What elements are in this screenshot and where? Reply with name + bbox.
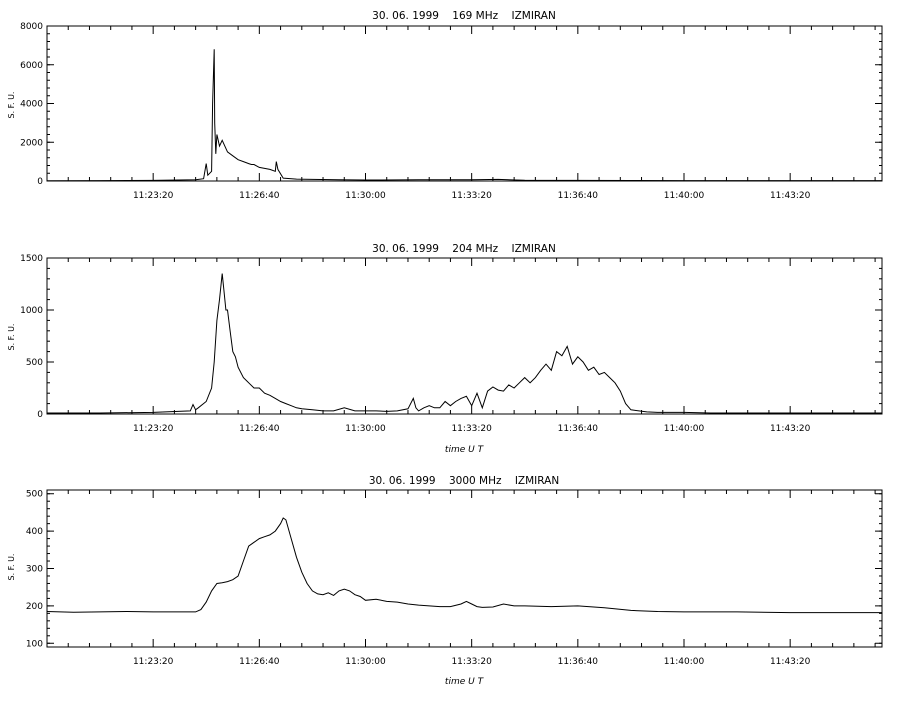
x-tick-label: 11:26:40 xyxy=(239,191,280,201)
y-tick-label: 1000 xyxy=(20,306,43,316)
x-tick-label: 11:33:20 xyxy=(451,657,492,667)
axis-marks-204mhz: 0 500 1000 1500 11:23:20 11:26:40 11:30:00 11:3… xyxy=(20,254,882,434)
series-line-204mhz xyxy=(47,273,882,414)
y-tick-label: 500 xyxy=(26,358,43,368)
x-tick-label: 11:43:20 xyxy=(770,657,811,667)
y-tick-label: 2000 xyxy=(20,138,43,148)
series-line-3000mhz xyxy=(46,517,882,614)
panel-204mhz: 30. 06. 1999 204 MHz IZMIRAN S. F. U. ti… xyxy=(7,243,883,455)
y-tick-label: 100 xyxy=(26,639,43,649)
x-tick-label: 11:40:00 xyxy=(664,657,705,667)
x-tick-label: 11:26:40 xyxy=(239,657,280,667)
y-tick-label: 0 xyxy=(37,410,43,420)
plot-frame-204mhz xyxy=(46,257,883,415)
y-axis-label-204mhz: S. F. U. xyxy=(7,324,16,351)
y-axis-label-3000mhz: S. F. U. xyxy=(7,554,16,581)
y-tick-label: 4000 xyxy=(20,100,43,110)
y-tick-label: 6000 xyxy=(20,61,43,71)
x-tick-label: 11:33:20 xyxy=(451,424,492,434)
x-tick-label: 11:36:40 xyxy=(558,424,599,434)
x-tick-label: 11:40:00 xyxy=(664,191,705,201)
x-tick-label: 11:23:20 xyxy=(133,657,174,667)
x-tick-label: 11:36:40 xyxy=(558,191,599,201)
x-tick-label: 11:33:20 xyxy=(451,191,492,201)
x-tick-label: 11:26:40 xyxy=(239,424,280,434)
panel-169mhz: 30. 06. 1999 169 MHz IZMIRAN S. F. U. 0 2… xyxy=(7,10,883,201)
chart-title-3000mhz: 30. 06. 1999 3000 MHz IZMIRAN xyxy=(369,475,559,487)
x-tick-label: 11:23:20 xyxy=(133,191,174,201)
x-tick-label: 11:30:00 xyxy=(345,657,386,667)
x-axis-label-3000mhz: time U T xyxy=(445,677,485,687)
x-tick-label: 11:30:00 xyxy=(345,191,386,201)
panel-3000mhz: 30. 06. 1999 3000 MHz IZMIRAN S. F. U. t… xyxy=(7,475,883,687)
x-tick-label: 11:40:00 xyxy=(664,424,705,434)
x-tick-label: 11:43:20 xyxy=(770,424,811,434)
axis-marks-3000mhz: 100 200 300 400 500 11:23:20 11:26:40 11:30:00 1… xyxy=(26,490,882,667)
y-tick-label: 200 xyxy=(26,602,43,612)
x-tick-label: 11:30:00 xyxy=(345,424,386,434)
y-tick-label: 400 xyxy=(26,527,43,537)
x-tick-label: 11:23:20 xyxy=(133,424,174,434)
chart-title-169mhz: 30. 06. 1999 169 MHz IZMIRAN xyxy=(372,10,556,22)
x-axis-label-204mhz: time U T xyxy=(445,445,485,455)
y-tick-label: 0 xyxy=(37,177,43,187)
y-tick-label: 500 xyxy=(26,490,43,500)
x-tick-label: 11:43:20 xyxy=(770,191,811,201)
y-axis-label-169mhz: S. F. U. xyxy=(7,92,16,119)
chart-title-204mhz: 30. 06. 1999 204 MHz IZMIRAN xyxy=(372,243,556,255)
x-tick-label: 11:36:40 xyxy=(558,657,599,667)
axis-marks-169mhz: 0 2000 4000 6000 8000 11:23:20 11:26:40 11:30:0… xyxy=(20,22,882,201)
y-tick-label: 8000 xyxy=(20,22,43,32)
series-line-169mhz xyxy=(46,49,882,182)
y-tick-label: 300 xyxy=(26,565,43,575)
y-tick-label: 1500 xyxy=(20,254,43,264)
